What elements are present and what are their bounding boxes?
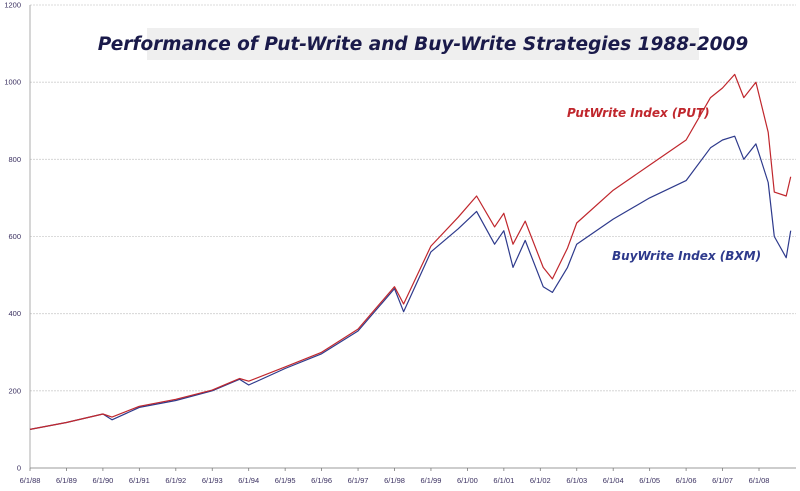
series-line-bxm — [29, 135, 792, 430]
y-tick-label: 800 — [8, 155, 21, 164]
x-tick-label: 6/1/05 — [639, 476, 660, 485]
y-tick-label: 600 — [8, 232, 21, 241]
x-tick-label: 6/1/88 — [20, 476, 41, 485]
x-tick-label: 6/1/90 — [92, 476, 113, 485]
x-tick-label: 6/1/07 — [712, 476, 733, 485]
x-tick-label: 6/1/04 — [603, 476, 624, 485]
x-tick-label: 6/1/93 — [202, 476, 223, 485]
x-tick-label: 6/1/99 — [421, 476, 442, 485]
x-tick-label: 6/1/94 — [238, 476, 259, 485]
chart-title-box: Performance of Put-Write and Buy-Write S… — [98, 28, 748, 60]
series-label-put: PutWrite Index (PUT) — [567, 106, 710, 120]
x-tick-label: 6/1/00 — [457, 476, 478, 485]
x-tick-label: 6/1/98 — [384, 476, 405, 485]
y-tick-label: 0 — [17, 464, 21, 473]
x-tick-label: 6/1/97 — [348, 476, 369, 485]
x-tick-label: 6/1/89 — [56, 476, 77, 485]
y-tick-label: 1200 — [4, 1, 21, 10]
x-tick-label: 6/1/01 — [493, 476, 514, 485]
axes — [29, 5, 796, 471]
x-tick-label: 6/1/92 — [165, 476, 186, 485]
chart-title: Performance of Put-Write and Buy-Write S… — [97, 33, 749, 55]
gridlines — [30, 4, 796, 392]
x-tick-label: 6/1/08 — [749, 476, 770, 485]
x-tick-label: 6/1/95 — [275, 476, 296, 485]
x-tick-label: 6/1/02 — [530, 476, 551, 485]
series-label-bxm: BuyWrite Index (BXM) — [612, 249, 762, 263]
x-tick-label: 6/1/06 — [676, 476, 697, 485]
y-tick-label: 200 — [8, 386, 21, 395]
y-tick-labels: 0 200 400 600 800 1000 1200 — [4, 1, 21, 473]
series-lines — [29, 73, 792, 430]
y-tick-label: 1000 — [4, 78, 21, 87]
x-tick-labels: 6/1/88 6/1/89 6/1/90 6/1/91 6/1/92 6/1/93 6/1/… — [20, 476, 770, 485]
series-line-put — [29, 73, 792, 430]
y-tick-label: 400 — [8, 309, 21, 318]
x-tick-label: 6/1/91 — [129, 476, 150, 485]
x-tick-label: 6/1/96 — [311, 476, 332, 485]
x-tick-label: 6/1/03 — [566, 476, 587, 485]
